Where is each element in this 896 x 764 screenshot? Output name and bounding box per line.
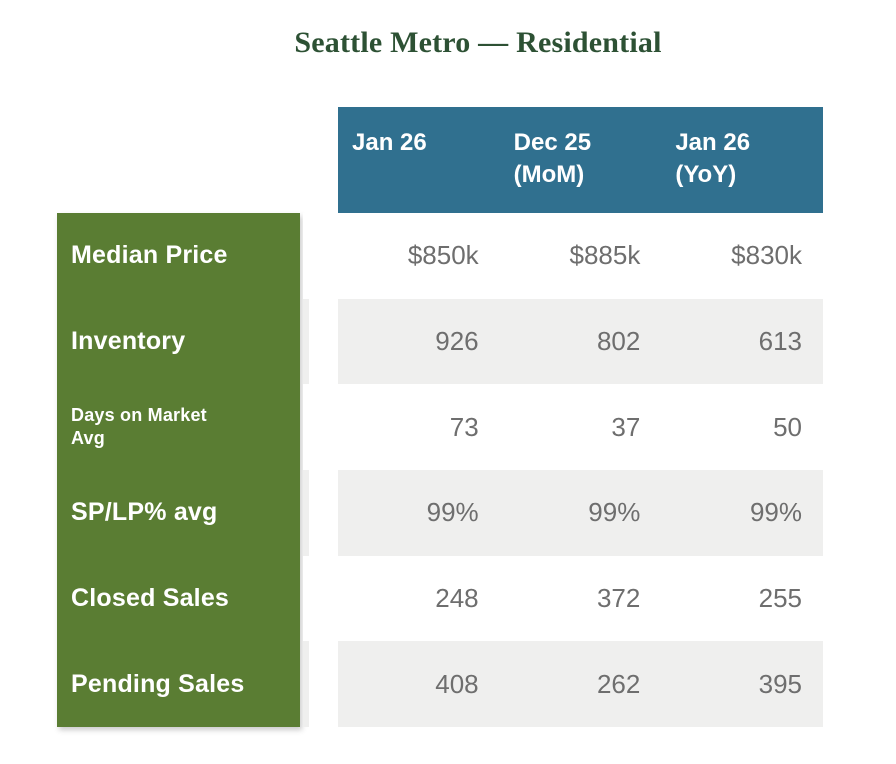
table-row: $850k $885k $830k xyxy=(338,213,823,299)
column-header-line: (MoM) xyxy=(513,161,585,189)
row-label-text: Closed Sales xyxy=(71,584,230,613)
table-cell: 99% xyxy=(426,497,479,528)
table-header: Jan 26 Dec 25 (MoM) Jan 26 (YoY) xyxy=(338,107,823,213)
data-table: Jan 26 Dec 25 (MoM) Jan 26 (YoY) $850k $… xyxy=(338,107,823,728)
row-label-days-on-market: Days on Market Avg xyxy=(57,384,300,470)
column-header-dec25-mom: Dec 25 (MoM) xyxy=(500,107,662,213)
table-body: $850k $885k $830k 926 802 613 73 37 50 9… xyxy=(338,213,823,728)
table-cell: $850k xyxy=(407,240,479,271)
row-label-text: Pending Sales xyxy=(71,669,245,698)
table-cell: 408 xyxy=(435,668,479,699)
table-row: 99% 99% 99% xyxy=(338,470,823,556)
column-header-line: Dec 25 xyxy=(513,129,592,156)
row-label-text: Median Price xyxy=(71,241,228,270)
column-header-line: Jan 26 xyxy=(352,129,427,156)
table-cell: $885k xyxy=(569,240,641,271)
column-header-line: Jan 26 xyxy=(675,129,751,156)
table-cell: 613 xyxy=(758,326,802,356)
table-cell: 99% xyxy=(588,497,641,528)
table-row: 73 37 50 xyxy=(338,384,823,471)
row-label-text: SP/LP% avg xyxy=(71,498,218,527)
column-header-line: (YoY) xyxy=(675,161,737,189)
column-header-jan26-yoy: Jan 26 (YoY) xyxy=(661,107,823,213)
table-row: 408 262 395 xyxy=(338,641,823,728)
table-cell: 248 xyxy=(435,583,479,614)
column-header-jan26: Jan 26 xyxy=(338,107,500,213)
table-row: 248 372 255 xyxy=(338,555,823,642)
table-cell: 73 xyxy=(449,411,479,442)
row-label-inventory: Inventory xyxy=(57,299,300,385)
sliver-band xyxy=(303,213,309,299)
row-label-median-price: Median Price xyxy=(57,213,300,299)
table-row: 926 802 613 xyxy=(338,298,823,385)
sliver-band xyxy=(303,384,309,471)
table-cell: 395 xyxy=(758,668,802,699)
table-cell: 926 xyxy=(435,326,479,356)
row-label-pending-sales: Pending Sales xyxy=(57,641,300,727)
table-cell: 372 xyxy=(596,583,641,614)
table-cell: $830k xyxy=(731,240,802,271)
row-band-sliver xyxy=(303,213,309,728)
table-cell: 99% xyxy=(749,497,802,528)
sliver-band xyxy=(303,641,309,728)
table-cell: 262 xyxy=(596,668,641,699)
row-label-sp-lp: SP/LP% avg xyxy=(57,470,300,556)
row-label-text: Days on Market Avg xyxy=(71,404,207,449)
row-label-text: Inventory xyxy=(71,327,186,355)
page-title: Seattle Metro — Residential xyxy=(294,26,662,59)
table-cell: 37 xyxy=(611,411,641,442)
sliver-band xyxy=(303,298,309,385)
sliver-band xyxy=(303,470,309,556)
sliver-band xyxy=(303,555,309,642)
table-cell: 255 xyxy=(758,583,802,614)
table-cell: 802 xyxy=(596,326,641,356)
row-labels-panel: Median Price Inventory Days on Market Av… xyxy=(57,213,300,727)
row-label-closed-sales: Closed Sales xyxy=(57,556,300,642)
table-cell: 50 xyxy=(773,411,802,442)
